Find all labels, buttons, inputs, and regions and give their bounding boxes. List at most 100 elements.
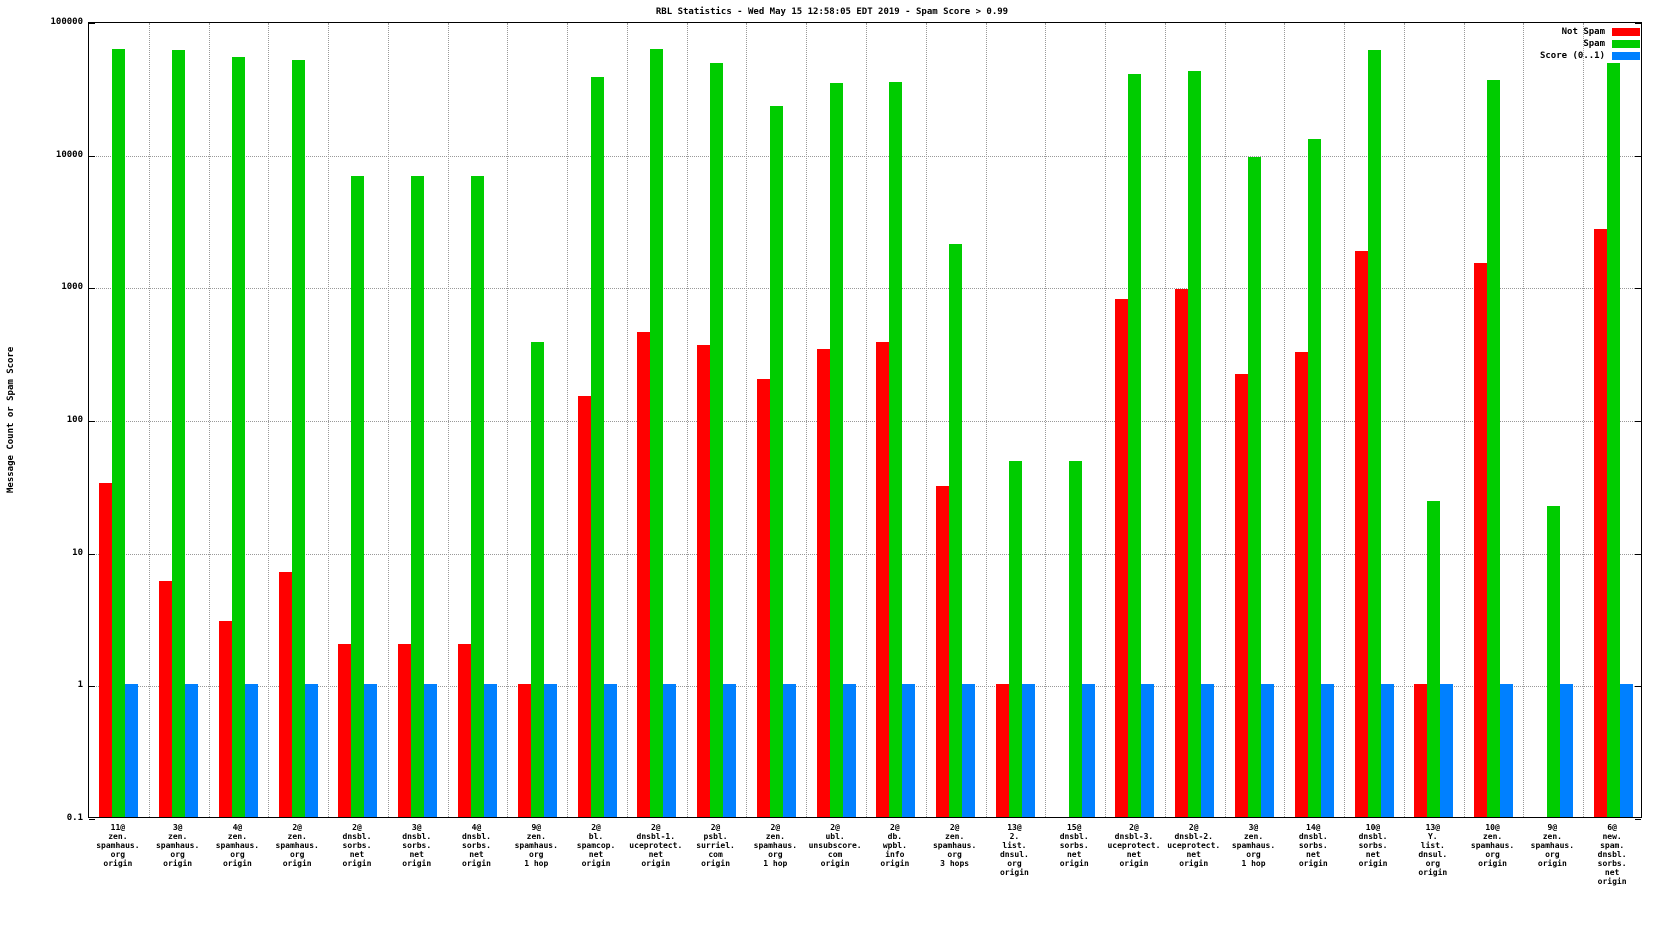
legend-label: Spam — [1583, 39, 1605, 49]
bar-score — [902, 684, 916, 817]
v-gridline — [866, 23, 867, 817]
legend-item-not-spam: Not Spam — [1540, 26, 1640, 38]
spam-swatch — [1612, 40, 1640, 48]
bar-score — [1081, 684, 1095, 817]
x-tick-label: 3@ zen. spamhaus. org origin — [155, 823, 200, 868]
y-tick-label: 1000 — [61, 282, 83, 293]
y-tick-mark — [89, 421, 95, 422]
bar-score — [1320, 684, 1334, 817]
bar-spam — [590, 76, 604, 817]
x-tick-label: 13@ Y. list. dnsul. org origin — [1418, 823, 1448, 877]
bar-not-spam — [1235, 373, 1248, 817]
h-gridline — [89, 553, 1641, 555]
v-gridline — [447, 23, 449, 817]
v-gridline — [507, 23, 509, 817]
bar-not-spam — [1175, 289, 1189, 817]
v-gridline — [985, 23, 987, 817]
x-tick-label: 2@ psbl. surriel. com origin — [696, 823, 735, 868]
x-tick-label: 10@ dnsbl. sorbs. net origin — [1358, 823, 1388, 868]
bar-spam — [291, 59, 305, 817]
x-tick-label: 6@ new. spam. dnsbl. sorbs. net origin — [1597, 823, 1627, 886]
bar-score — [842, 684, 856, 817]
bar-not-spam — [936, 486, 950, 817]
y-tick-label: 100 — [66, 415, 83, 425]
y-tick-label: 1 — [77, 680, 83, 691]
v-gridline — [1224, 23, 1226, 817]
bar-not-spam — [278, 572, 292, 817]
x-tick-label: 4@ zen. spamhaus. org origin — [215, 823, 260, 868]
bar-score — [543, 684, 557, 817]
x-tick-label: 2@ zen. spamhaus. org 1 hop — [753, 823, 798, 868]
bar-not-spam — [99, 482, 113, 817]
x-tick-label: 14@ dnsbl. sorbs. net origin — [1298, 823, 1328, 868]
bar-score — [364, 684, 378, 817]
score-swatch — [1612, 52, 1640, 60]
bar-spam — [530, 342, 544, 817]
bar-spam — [471, 175, 484, 817]
bar-score — [1440, 684, 1454, 817]
y-tick-mark — [89, 288, 95, 290]
bar-score — [1141, 684, 1155, 817]
bar-not-spam — [1115, 299, 1129, 817]
bar-not-spam — [637, 332, 651, 817]
bar-spam — [351, 175, 365, 817]
y-tick-mark — [1635, 155, 1641, 157]
x-tick-label: 15@ dnsbl. sorbs. net origin — [1059, 823, 1089, 868]
bar-spam — [1188, 70, 1202, 817]
v-gridline — [1583, 23, 1585, 817]
y-tick-mark — [1635, 686, 1641, 688]
bar-spam — [1606, 63, 1620, 817]
x-tick-label: 10@ zen. spamhaus. org origin — [1470, 823, 1515, 868]
bar-score — [484, 684, 497, 817]
bar-score — [962, 684, 976, 817]
h-gridline — [89, 288, 1641, 290]
x-tick-label: 11@ zen. spamhaus. org origin — [96, 823, 140, 868]
legend: Not Spam Spam Score (0..1) — [1540, 26, 1640, 62]
y-tick-mark — [1635, 288, 1641, 290]
h-gridline — [89, 686, 1641, 688]
bar-score — [1201, 684, 1215, 817]
bar-score — [304, 684, 318, 817]
v-gridline — [1403, 23, 1405, 817]
h-gridline — [89, 421, 1641, 422]
h-gridline — [89, 155, 1641, 157]
bar-spam — [231, 56, 245, 817]
x-tick-label: 2@ zen. spamhaus. org origin — [275, 823, 319, 868]
y-tick-mark — [1635, 553, 1641, 555]
bar-spam — [411, 175, 425, 817]
bar-not-spam — [218, 621, 232, 817]
x-tick-label: 3@ dnsbl. sorbs. net origin — [402, 823, 432, 868]
y-tick-mark — [89, 686, 95, 688]
bar-not-spam — [1294, 351, 1308, 817]
v-gridline — [1105, 23, 1107, 817]
x-tick-label: 2@ dnsbl-3. uceprotect. net origin — [1107, 823, 1161, 868]
bar-score — [185, 684, 199, 817]
legend-item-score: Score (0..1) — [1540, 50, 1640, 62]
bar-not-spam — [756, 379, 770, 817]
bar-score — [1380, 684, 1394, 817]
x-tick-label: 2@ ubl. unsubscore. com origin — [808, 823, 862, 868]
bar-not-spam — [577, 395, 591, 817]
v-gridline — [148, 23, 150, 817]
bar-score — [603, 684, 617, 817]
bar-not-spam — [517, 684, 531, 817]
bar-not-spam — [338, 644, 352, 817]
legend-item-spam: Spam — [1540, 38, 1640, 50]
bar-spam — [1068, 461, 1082, 817]
bar-not-spam — [816, 348, 830, 817]
bar-spam — [1367, 50, 1381, 817]
bar-not-spam — [159, 581, 173, 817]
bar-not-spam — [995, 684, 1009, 817]
bar-not-spam — [1474, 262, 1488, 817]
v-gridline — [1463, 23, 1465, 817]
bar-not-spam — [876, 342, 890, 817]
y-axis-label: Message Count or Spam Score — [6, 346, 16, 494]
bar-spam — [1128, 73, 1142, 817]
bar-score — [782, 684, 796, 817]
bar-score — [424, 684, 438, 817]
y-tick-mark — [89, 553, 95, 555]
v-gridline — [686, 23, 688, 817]
bar-spam — [829, 83, 843, 817]
legend-label: Score (0..1) — [1539, 51, 1605, 61]
